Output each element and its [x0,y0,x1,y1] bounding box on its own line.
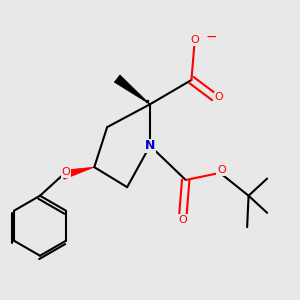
Text: O: O [178,215,187,225]
Text: O: O [214,92,223,102]
Polygon shape [114,75,150,104]
Text: O: O [217,165,226,175]
Polygon shape [62,167,94,179]
Text: O: O [190,35,199,45]
Text: N: N [145,139,155,152]
Text: −: − [206,30,217,44]
Text: O: O [61,167,70,177]
